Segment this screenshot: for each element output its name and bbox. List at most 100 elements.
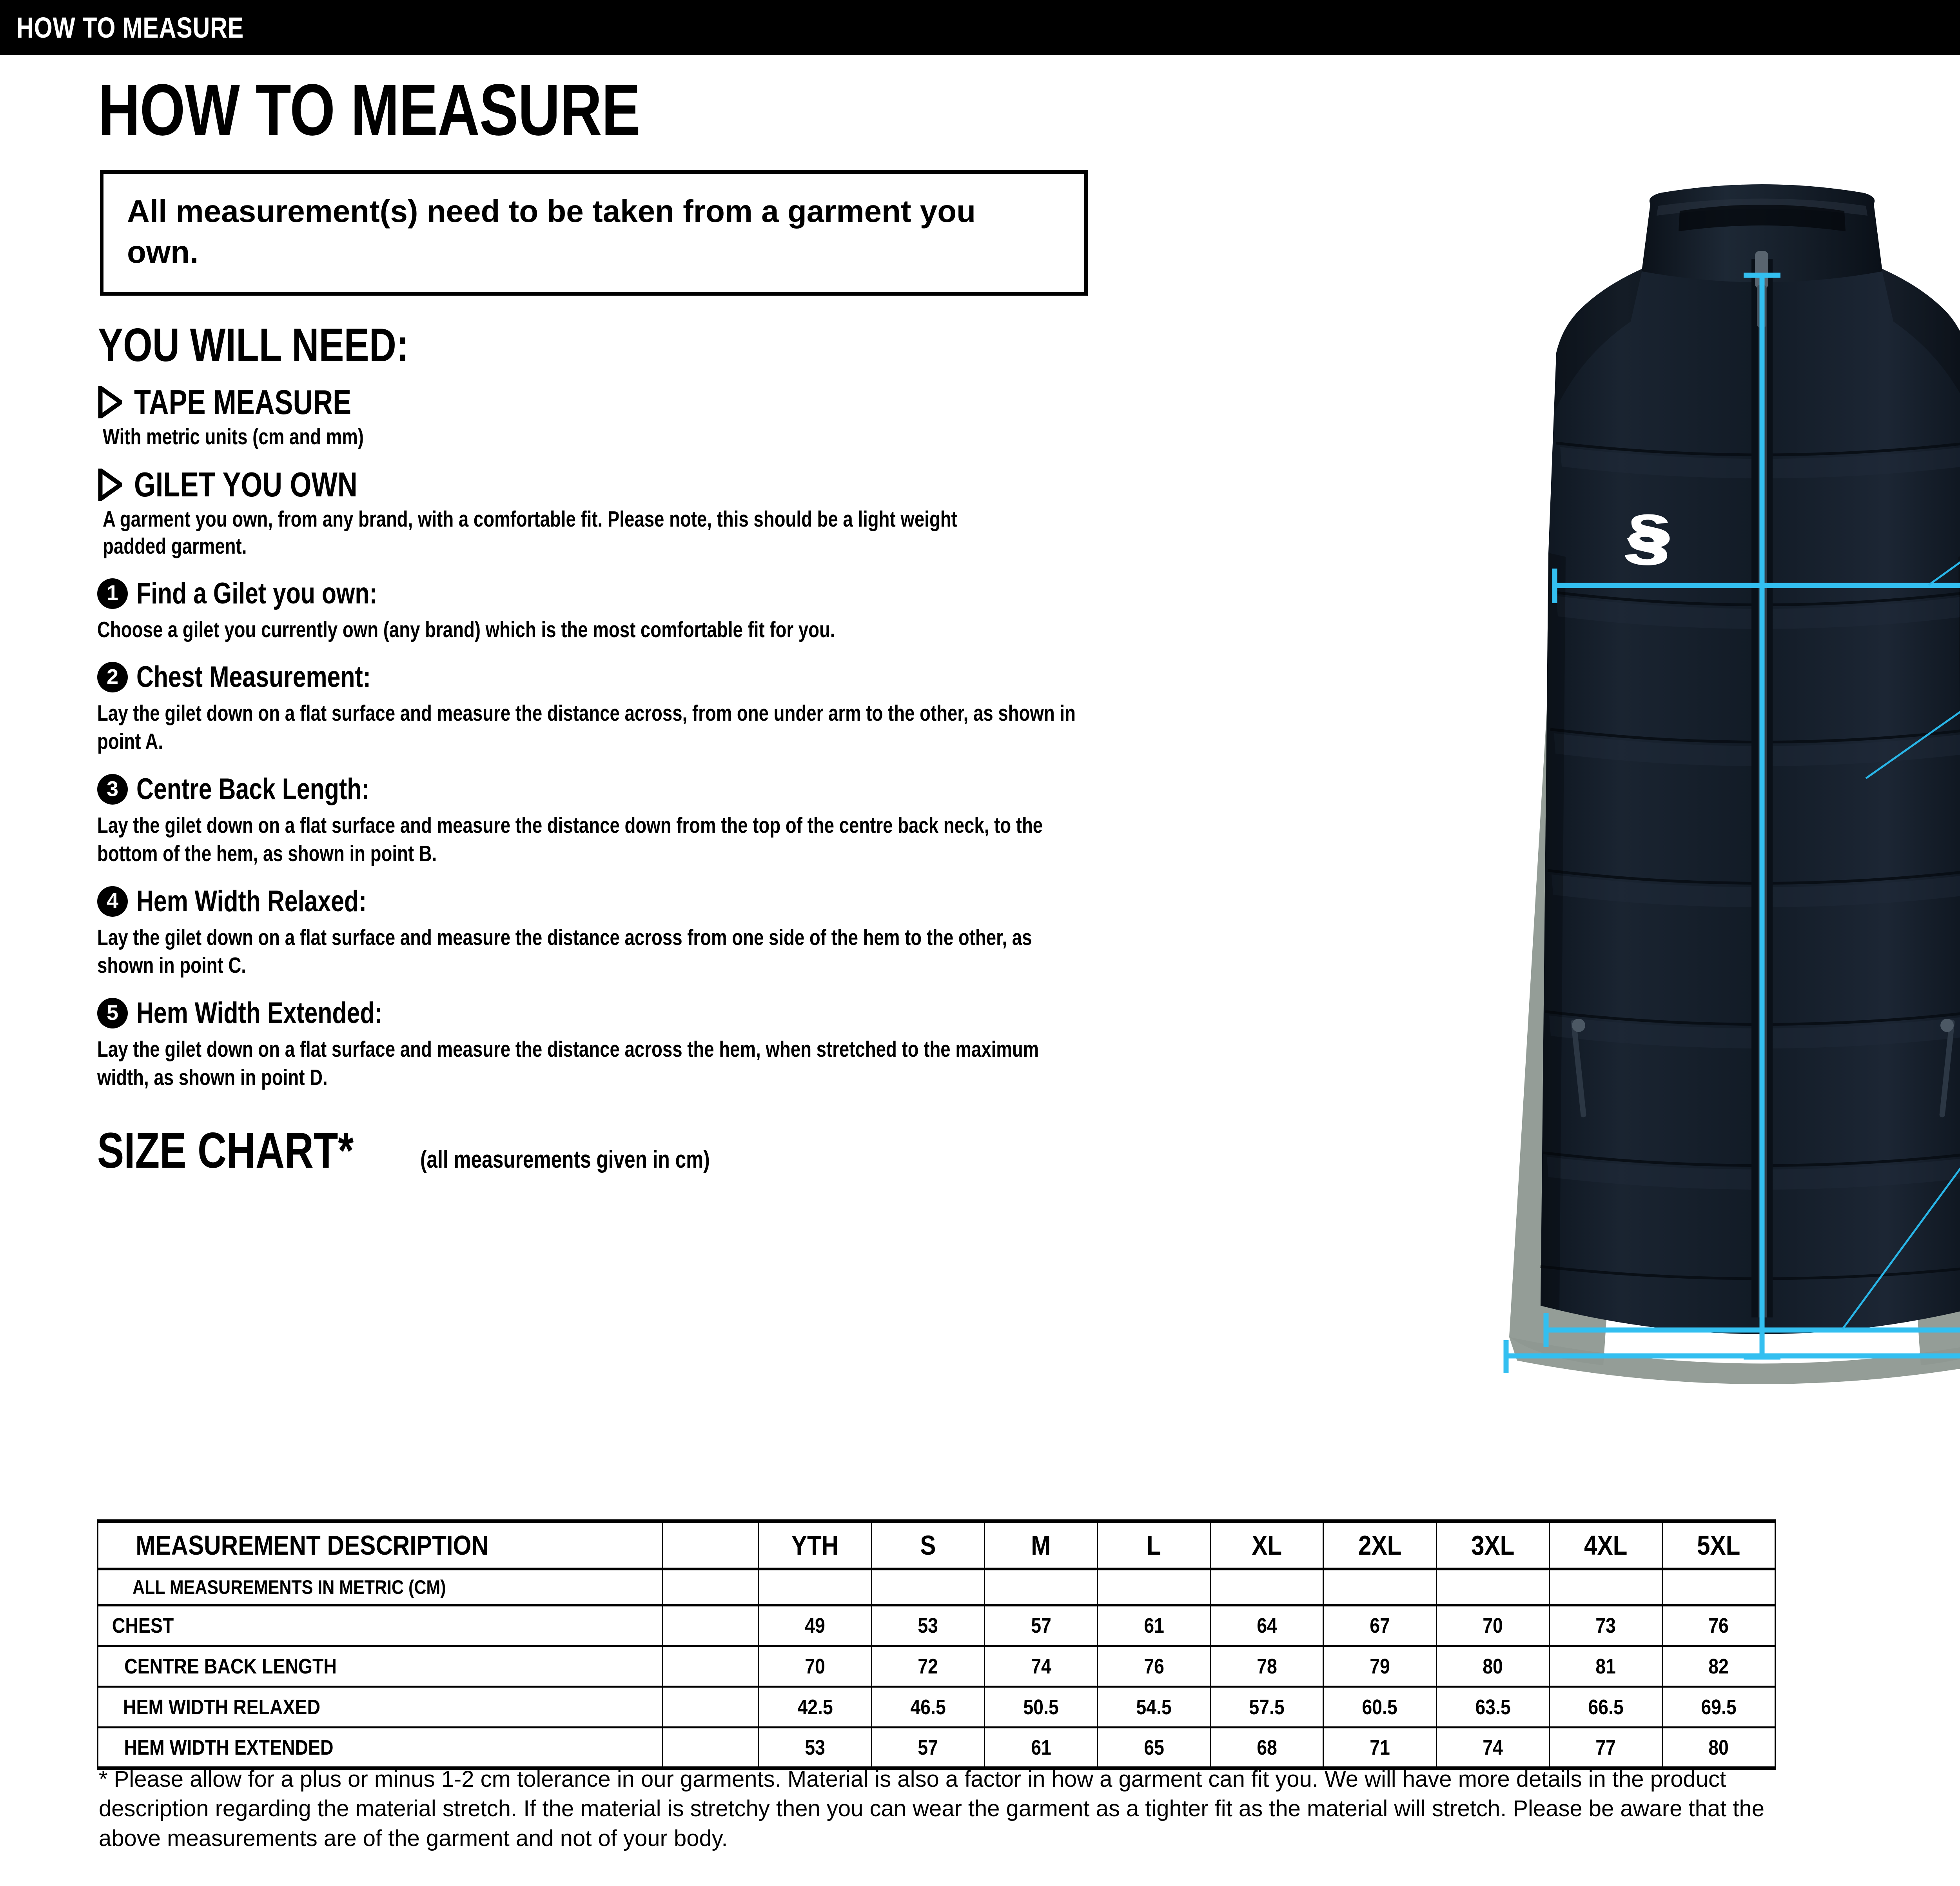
table-row: HEM WIDTH EXTENDED 53 57 61 65 68 71 74 … (97, 1727, 1776, 1770)
blank-cell (758, 1568, 872, 1606)
metric-note-cell: ALL MEASUREMENTS IN METRIC (CM) (97, 1568, 663, 1606)
step-body: Choose a gilet you currently own (any br… (97, 617, 835, 642)
row-label: HEM WIDTH EXTENDED (97, 1727, 663, 1770)
blank-cell (1548, 1568, 1663, 1606)
dimension-hem-extended-D (1503, 1340, 1960, 1373)
blank-cell (662, 1645, 759, 1688)
step-number: 5 (97, 998, 128, 1029)
cell-value: 73 (1548, 1604, 1663, 1647)
need-label: GILET YOU OWN (134, 465, 358, 504)
step-body: Lay the gilet down on a flat surface and… (97, 925, 1032, 978)
column-header-yth: YTH (758, 1521, 872, 1570)
pocket-zip-left (1571, 1019, 1586, 1117)
cell-value: 53 (758, 1727, 872, 1770)
cell-value: 74 (1436, 1727, 1550, 1770)
column-header-l: L (1097, 1521, 1211, 1570)
blank-cell (662, 1727, 759, 1770)
step-number: 1 (97, 578, 128, 609)
cell-value: 57 (871, 1727, 985, 1770)
table-row: CHEST 49 53 57 61 64 67 70 73 76 (97, 1604, 1776, 1647)
cell-value: 68 (1210, 1727, 1324, 1770)
row-label: HEM WIDTH RELAXED (97, 1686, 663, 1728)
size-chart-heading: SIZE CHART* (all measurements given in c… (97, 1122, 1294, 1179)
cell-value: 70 (1436, 1604, 1550, 1647)
column-header-blank (662, 1521, 759, 1570)
size-chart-heading-main: SIZE CHART* (97, 1122, 354, 1179)
cell-value: 70 (758, 1645, 872, 1688)
need-subtext: With metric units (cm and mm) (103, 424, 364, 449)
chest-logo-ss-icon (1624, 514, 1670, 565)
cell-value: 78 (1210, 1645, 1324, 1688)
step-title: Chest Measurement: (136, 660, 371, 694)
cell-value: 60.5 (1323, 1686, 1437, 1728)
cell-value: 67 (1323, 1604, 1437, 1647)
cell-value: 74 (984, 1645, 1098, 1688)
gilet-illustration: A B C D (1305, 169, 1960, 1415)
column-header-4xl: 4XL (1548, 1521, 1663, 1570)
cell-value: 57.5 (1210, 1686, 1324, 1728)
step-body: Lay the gilet down on a flat surface and… (97, 1037, 1039, 1090)
cell-value: 69.5 (1661, 1686, 1776, 1728)
blank-cell (1661, 1568, 1776, 1606)
blank-cell (1323, 1568, 1437, 1606)
footnote-text: * Please allow for a plus or minus 1-2 c… (99, 1766, 1764, 1851)
step-title: Hem Width Relaxed: (136, 884, 367, 918)
cell-value: 54.5 (1097, 1686, 1211, 1728)
need-item-tape-measure: TAPE MEASURE (98, 385, 1294, 420)
column-header-5xl: 5XL (1661, 1521, 1776, 1570)
cell-value: 72 (871, 1645, 985, 1688)
table-row: CENTRE BACK LENGTH 70 72 74 76 78 79 80 … (97, 1645, 1776, 1688)
cell-value: 53 (871, 1604, 985, 1647)
top-bar: HOW TO MEASURE SURRIDGE (0, 0, 1960, 55)
need-item-gilet: GILET YOU OWN (98, 467, 1294, 502)
pocket-zip-right (1939, 1019, 1955, 1117)
cell-value: 76 (1097, 1645, 1211, 1688)
column-header-xl: XL (1210, 1521, 1324, 1570)
cell-value: 66.5 (1548, 1686, 1663, 1728)
step-number: 2 (97, 662, 128, 693)
notice-box: All measurement(s) need to be taken from… (100, 170, 1088, 296)
you-will-need-heading: YOU WILL NEED: (98, 319, 409, 371)
step-title: Hem Width Extended: (136, 996, 383, 1030)
row-label: CHEST (97, 1604, 663, 1647)
blank-cell (1436, 1568, 1550, 1606)
table-row: HEM WIDTH RELAXED 42.5 46.5 50.5 54.5 57… (97, 1686, 1776, 1728)
column-header-m: M (984, 1521, 1098, 1570)
cell-value: 42.5 (758, 1686, 872, 1728)
size-chart-table: MEASUREMENT DESCRIPTION YTH S M L XL 2XL… (97, 1519, 1776, 1770)
cell-value: 65 (1097, 1727, 1211, 1770)
cell-value: 61 (984, 1727, 1098, 1770)
table-header-row: MEASUREMENT DESCRIPTION YTH S M L XL 2XL… (97, 1521, 1776, 1570)
leader-line-B (1865, 710, 1960, 779)
cell-value: 71 (1323, 1727, 1437, 1770)
cell-value: 64 (1210, 1604, 1324, 1647)
cell-value: 77 (1548, 1727, 1663, 1770)
step-1: 1 Find a Gilet you own: (97, 578, 1294, 609)
cell-value: 49 (758, 1604, 872, 1647)
cell-value: 50.5 (984, 1686, 1098, 1728)
cell-value: 46.5 (871, 1686, 985, 1728)
step-body: Lay the gilet down on a flat surface and… (97, 813, 1043, 866)
cell-value: 80 (1661, 1727, 1776, 1770)
dimension-hem-relaxed-C (1543, 1313, 1960, 1347)
column-header-description: MEASUREMENT DESCRIPTION (97, 1521, 663, 1570)
step-number: 3 (97, 774, 128, 805)
cell-value: 80 (1436, 1645, 1550, 1688)
top-bar-title: HOW TO MEASURE (16, 11, 244, 44)
leader-line-C (1841, 1167, 1960, 1330)
blank-cell (662, 1686, 759, 1728)
step-number: 4 (97, 886, 128, 917)
blank-cell (662, 1568, 759, 1606)
table-row-metric-note: ALL MEASUREMENTS IN METRIC (CM) (97, 1568, 1776, 1606)
step-5: 5 Hem Width Extended: (97, 996, 1294, 1030)
cell-value: 63.5 (1436, 1686, 1550, 1728)
blank-cell (1097, 1568, 1211, 1606)
need-subtext: A garment you own, from any brand, with … (103, 506, 957, 559)
column-header-2xl: 2XL (1323, 1521, 1437, 1570)
gilet-front-view-svg: A B C D (1503, 184, 1960, 1384)
cell-value: 61 (1097, 1604, 1211, 1647)
notice-text: All measurement(s) need to be taken from… (127, 194, 976, 269)
step-body: Lay the gilet down on a flat surface and… (97, 701, 1076, 754)
blank-cell (984, 1568, 1098, 1606)
column-header-3xl: 3XL (1436, 1521, 1550, 1570)
